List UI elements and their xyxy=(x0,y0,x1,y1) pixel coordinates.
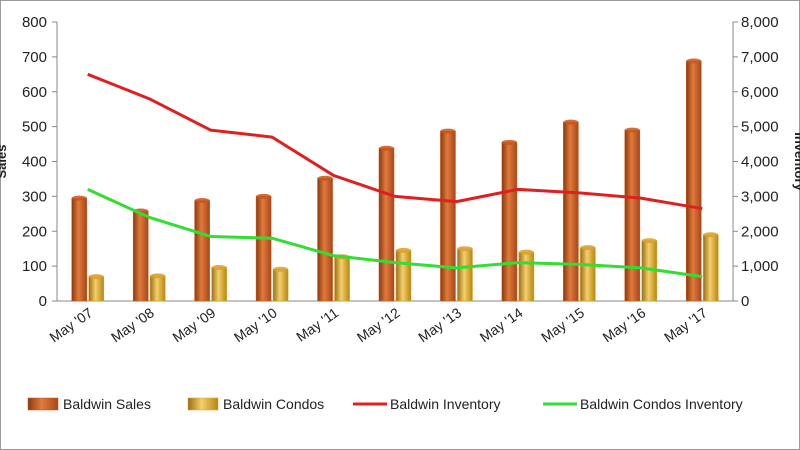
left-tick-label: 300 xyxy=(22,188,47,205)
x-tick-label: May '11 xyxy=(293,304,341,344)
bar-top xyxy=(256,193,272,199)
bar xyxy=(255,196,272,302)
x-tick-label: May '14 xyxy=(477,304,526,345)
bar-top xyxy=(317,175,333,181)
right-tick-label: 2,000 xyxy=(741,223,779,240)
bar xyxy=(194,200,210,302)
bar xyxy=(440,130,456,302)
line-baldwin-condos-inventory xyxy=(87,188,703,279)
right-tick-label: 1,000 xyxy=(741,258,779,275)
bar xyxy=(501,142,518,302)
right-tick-label: 7,000 xyxy=(741,49,779,66)
x-tick-label: May '10 xyxy=(231,304,280,345)
bar xyxy=(211,267,227,302)
legend-item: Baldwin Sales xyxy=(27,396,151,412)
bar-top xyxy=(703,232,719,238)
bar-top xyxy=(396,247,411,253)
right-tick-label: 8,000 xyxy=(741,14,779,31)
bar xyxy=(686,60,702,302)
x-tick-label: May '13 xyxy=(415,304,464,345)
bar-top xyxy=(379,145,394,151)
bar xyxy=(518,251,535,302)
bar xyxy=(272,269,289,302)
left-tick-label: 0 xyxy=(39,293,47,310)
legend-item: Baldwin Inventory xyxy=(353,396,501,412)
bar xyxy=(624,129,641,302)
x-tick-label: May '09 xyxy=(169,304,218,345)
bar-top xyxy=(71,195,87,201)
left-tick-label: 800 xyxy=(22,14,47,31)
bar xyxy=(149,275,166,302)
x-tick-label: May '08 xyxy=(108,304,157,345)
legend-swatch xyxy=(27,397,59,411)
left-tick-label: 500 xyxy=(22,119,47,136)
bar-top xyxy=(457,246,473,252)
bar xyxy=(395,250,412,302)
bar-top xyxy=(273,266,289,272)
y-axis-title: Sales xyxy=(0,145,9,179)
series-baldwin-sales xyxy=(71,58,702,302)
legend-label: Baldwin Condos xyxy=(223,396,324,412)
bar xyxy=(563,121,579,302)
bar xyxy=(703,234,719,302)
bar-top xyxy=(150,273,166,279)
bar-top xyxy=(501,139,517,145)
x-tick-label: May '17 xyxy=(661,304,710,345)
right-tick-label: 4,000 xyxy=(741,154,779,171)
bar xyxy=(71,197,87,302)
bar xyxy=(334,256,350,302)
bar xyxy=(580,247,596,302)
bar-top xyxy=(641,238,657,244)
bar xyxy=(88,276,104,302)
x-tick-label: May '16 xyxy=(600,304,649,345)
bar-top xyxy=(580,245,596,251)
x-tick-label: May '15 xyxy=(538,304,587,345)
right-tick-label: 6,000 xyxy=(741,84,779,101)
left-tick-label: 400 xyxy=(22,154,47,171)
left-tick-label: 600 xyxy=(22,84,47,101)
bar-top xyxy=(624,127,640,133)
right-tick-label: 3,000 xyxy=(741,188,779,205)
bar-top xyxy=(211,265,227,271)
left-tick-label: 100 xyxy=(22,258,47,275)
legend-item: Baldwin Condos xyxy=(187,396,324,412)
y-axis-title-right: Inventory xyxy=(792,132,800,191)
bar xyxy=(132,210,149,302)
legend-swatch xyxy=(187,397,219,411)
legend-label: Baldwin Condos Inventory xyxy=(580,396,743,412)
bar-top xyxy=(440,128,456,134)
legend-item: Baldwin Condos Inventory xyxy=(543,396,743,412)
bar-top xyxy=(686,58,702,64)
bar-top xyxy=(518,249,534,255)
bar-top xyxy=(194,198,210,204)
left-tick-label: 200 xyxy=(22,223,47,240)
bar-top xyxy=(88,274,104,280)
right-tick-label: 5,000 xyxy=(741,119,779,136)
right-tick-label: 0 xyxy=(741,293,749,310)
left-tick-label: 700 xyxy=(22,49,47,66)
bar xyxy=(317,177,333,302)
legend-label: Baldwin Sales xyxy=(63,396,151,412)
legend-label: Baldwin Inventory xyxy=(390,396,501,412)
bar xyxy=(378,147,395,302)
bar-top xyxy=(563,119,579,125)
x-tick-label: May '12 xyxy=(354,304,403,345)
bar xyxy=(457,248,473,302)
line-baldwin-inventory xyxy=(87,72,703,211)
x-tick-label: May '07 xyxy=(46,304,95,345)
